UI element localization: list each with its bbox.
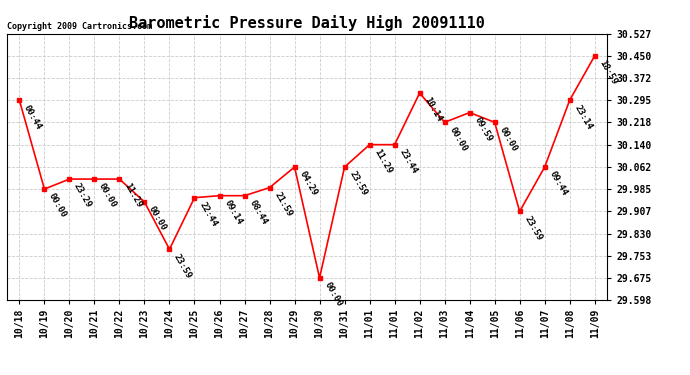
Text: 00:44: 00:44: [22, 103, 43, 131]
Text: Copyright 2009 Cartronics.com: Copyright 2009 Cartronics.com: [7, 22, 152, 31]
Text: 00:00: 00:00: [97, 182, 119, 210]
Title: Barometric Pressure Daily High 20091110: Barometric Pressure Daily High 20091110: [129, 15, 485, 31]
Text: 23:29: 23:29: [72, 182, 93, 210]
Text: 00:00: 00:00: [447, 125, 469, 153]
Text: 23:59: 23:59: [522, 214, 544, 242]
Text: 00:00: 00:00: [322, 281, 344, 309]
Text: 23:59: 23:59: [347, 170, 368, 198]
Text: 22:44: 22:44: [197, 201, 219, 228]
Text: 09:44: 09:44: [547, 170, 569, 198]
Text: 00:00: 00:00: [497, 125, 519, 153]
Text: 10:14: 10:14: [422, 96, 444, 124]
Text: 00:00: 00:00: [47, 192, 68, 220]
Text: 00:00: 00:00: [147, 205, 168, 232]
Text: 11:29: 11:29: [373, 147, 393, 175]
Text: 21:59: 21:59: [273, 190, 293, 218]
Text: 04:29: 04:29: [297, 170, 319, 198]
Text: 23:44: 23:44: [397, 147, 419, 175]
Text: 11:29: 11:29: [122, 182, 144, 210]
Text: 23:14: 23:14: [573, 103, 593, 131]
Text: 09:14: 09:14: [222, 198, 244, 226]
Text: 18:59: 18:59: [598, 58, 619, 86]
Text: 08:44: 08:44: [247, 198, 268, 226]
Text: 09:59: 09:59: [473, 116, 493, 143]
Text: 23:59: 23:59: [172, 252, 193, 280]
